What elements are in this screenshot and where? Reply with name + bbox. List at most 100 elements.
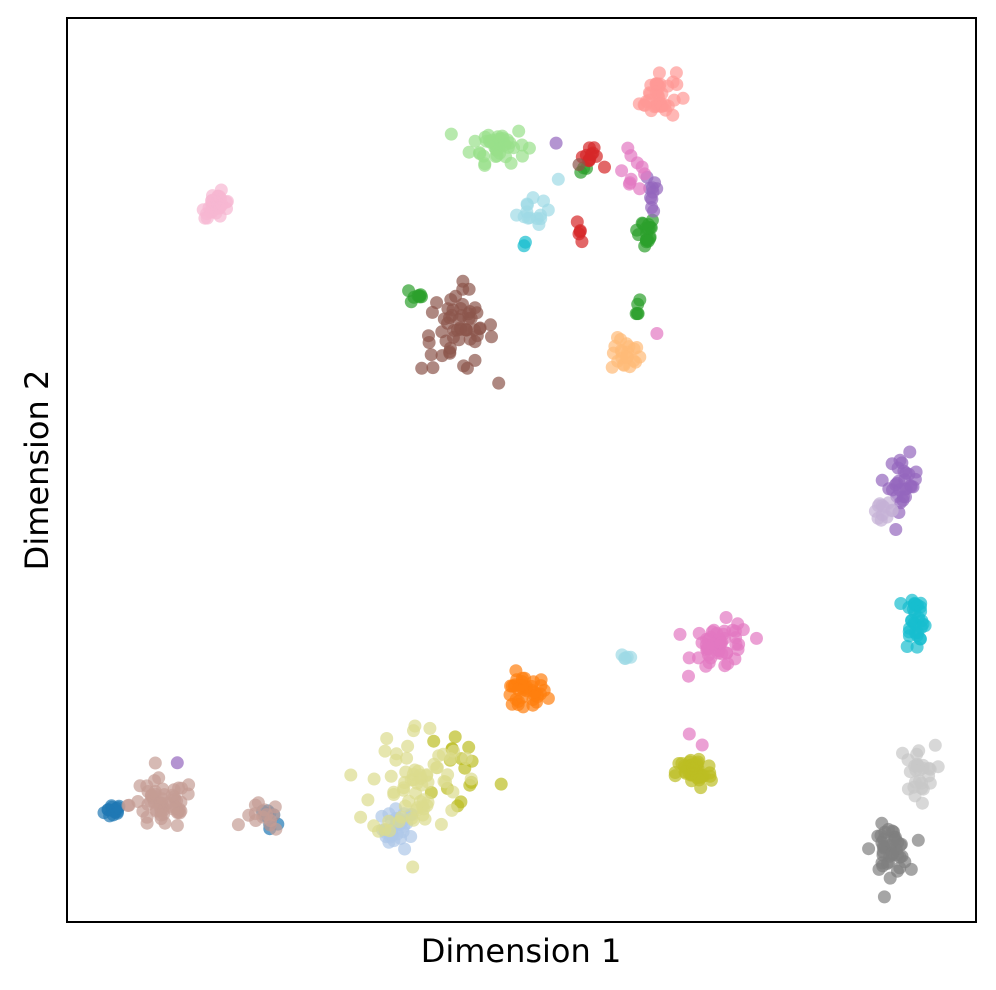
scatter-point — [906, 480, 920, 494]
scatter-point — [213, 201, 227, 215]
scatter-point — [447, 744, 461, 758]
scatter-point — [494, 777, 508, 791]
scatter-point — [361, 793, 375, 807]
scatter-point — [621, 141, 635, 155]
scatter-point — [424, 348, 438, 362]
scatter-point — [645, 192, 659, 206]
scatter-point — [459, 323, 473, 337]
scatter-points — [97, 66, 945, 904]
scatter-point — [896, 493, 910, 507]
scatter-point — [573, 224, 587, 238]
scatter-point — [537, 194, 550, 208]
scatter-point — [439, 334, 453, 348]
scatter-point — [915, 796, 929, 810]
scatter-point — [437, 775, 451, 788]
scatter-point — [131, 795, 145, 808]
scatter-point — [344, 768, 358, 782]
scatter-point — [659, 103, 673, 117]
scatter-point — [249, 814, 263, 827]
scatter-point — [464, 311, 478, 325]
scatter-point — [483, 134, 496, 148]
scatter-point — [231, 818, 245, 832]
scatter-point — [682, 669, 695, 683]
scatter-point — [468, 134, 482, 148]
scatter-point — [635, 160, 649, 174]
scatter-point — [384, 769, 398, 783]
scatter-point — [885, 457, 899, 471]
scatter-point — [448, 730, 462, 744]
scatter-point — [434, 817, 448, 831]
scatter-point — [515, 149, 529, 163]
scatter-point — [394, 831, 408, 845]
scatter-point — [170, 756, 184, 770]
scatter-point — [862, 842, 876, 856]
scatter-point — [676, 91, 690, 105]
scatter-point — [923, 762, 937, 776]
scatter-point — [520, 197, 534, 211]
scatter-point — [445, 803, 459, 817]
scatter-point — [398, 842, 412, 856]
scatter-point — [572, 158, 586, 172]
scatter-point — [485, 330, 498, 344]
scatter-point — [652, 66, 666, 80]
scatter-point — [415, 361, 429, 375]
scatter-point — [901, 753, 915, 767]
scatter-point — [517, 239, 531, 253]
scatter-point — [426, 361, 440, 375]
scatter-point — [914, 621, 928, 634]
scatter-point — [402, 284, 416, 298]
scatter-point — [504, 156, 518, 170]
scatter-point — [692, 626, 706, 640]
scatter-point — [444, 293, 458, 307]
scatter-point — [432, 749, 446, 763]
scatter-point — [380, 732, 394, 745]
scatter-point — [541, 691, 555, 705]
scatter-point — [511, 682, 525, 696]
scatter-point — [454, 302, 468, 315]
scatter-point — [392, 815, 406, 829]
scatter-point — [492, 376, 506, 390]
scatter-point — [382, 814, 396, 828]
scatter-point — [446, 785, 460, 799]
scatter-point — [410, 776, 424, 790]
scatter-point — [422, 336, 436, 349]
scatter-point — [928, 738, 942, 752]
scatter-point — [462, 145, 476, 159]
scatter-point — [898, 855, 912, 869]
scatter-point — [598, 160, 611, 174]
scatter-point — [484, 318, 497, 332]
scatter-point — [900, 640, 914, 653]
scatter-point — [157, 807, 171, 821]
scatter-point — [673, 627, 687, 641]
scatter-point — [408, 719, 422, 733]
scatter-point — [473, 321, 487, 335]
scatter-point — [367, 819, 381, 833]
plot-area-frame — [66, 17, 977, 923]
scatter-point — [632, 228, 645, 242]
scatter-point — [912, 744, 926, 758]
scatter-point — [464, 772, 478, 786]
scatter-point — [408, 763, 422, 777]
scatter-point — [685, 758, 699, 772]
scatter-point — [473, 147, 487, 161]
scatter-point — [200, 207, 214, 221]
scatter-point — [589, 149, 603, 163]
scatter-point — [398, 776, 412, 789]
scatter-point — [400, 751, 414, 765]
scatter-point — [888, 833, 902, 847]
scatter-point — [401, 739, 415, 753]
scatter-point — [389, 753, 403, 767]
scatter-point — [633, 293, 647, 307]
scatter-point — [893, 483, 907, 497]
scatter-point — [248, 798, 262, 812]
scatter-point — [615, 164, 629, 178]
scatter-point — [668, 769, 682, 783]
scatter-point — [692, 651, 705, 665]
scatter-point — [213, 191, 227, 205]
scatter-point — [405, 811, 419, 825]
scatter-point — [873, 497, 887, 511]
scatter-point — [169, 801, 183, 815]
scatter-point — [881, 822, 895, 836]
scatter-point — [633, 350, 647, 364]
